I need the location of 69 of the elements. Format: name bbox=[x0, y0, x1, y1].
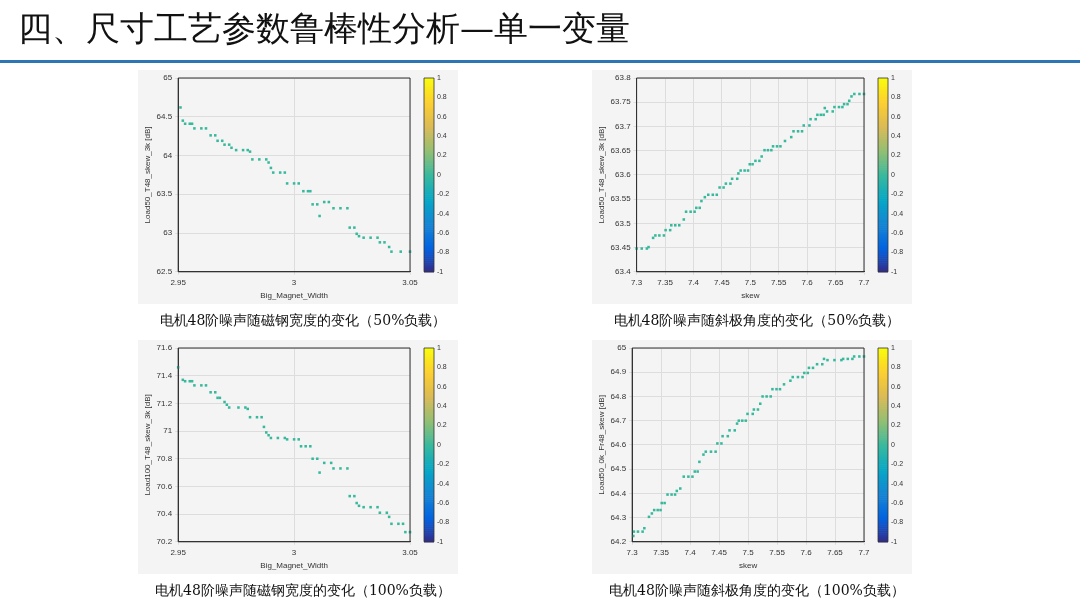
x-tick-label: 7.35 bbox=[657, 277, 674, 287]
x-tick-label: 7.6 bbox=[801, 277, 814, 287]
text: 电机48阶噪声随磁钢宽度的变化（50%负载） bbox=[158, 312, 448, 330]
x-tick-label: 2.95 bbox=[170, 277, 187, 287]
x-axis-title: Big_Magnet_Width bbox=[260, 291, 328, 301]
y-tick-label: 64.8 bbox=[610, 391, 627, 401]
y-axis-title: Load50_T48_skew_3k [dB] bbox=[597, 126, 606, 224]
y-tick-label: 63.55 bbox=[610, 194, 632, 204]
y-tick-label: 64.5 bbox=[610, 464, 627, 474]
x-axis-title: skew bbox=[738, 561, 758, 571]
y-tick-label: 63.4 bbox=[615, 267, 632, 276]
y-tick-label: 64 bbox=[163, 150, 173, 160]
x-tick-label: 7.6 bbox=[800, 547, 813, 557]
y-tick-label: 63.75 bbox=[610, 97, 632, 107]
y-tick-label: 65 bbox=[163, 73, 173, 83]
x-tick-label: 7.4 bbox=[687, 277, 700, 287]
y-tick-label: 64.9 bbox=[610, 367, 627, 377]
y-tick-label: 63.5 bbox=[615, 218, 632, 228]
x-tick-label: 7.5 bbox=[744, 277, 757, 287]
y-tick-label: 62.5 bbox=[156, 267, 173, 276]
x-tick-label: 7.45 bbox=[711, 547, 728, 557]
x-tick-label: 7.45 bbox=[714, 277, 731, 287]
y-tick-label: 63.7 bbox=[615, 121, 632, 131]
y-tick-label: 63.6 bbox=[615, 170, 632, 180]
text: 电机48阶噪声随磁钢宽度的变化（100%负载） bbox=[154, 582, 452, 600]
x-tick-label: 7.3 bbox=[626, 547, 639, 557]
x-tick-label: 7.55 bbox=[769, 547, 786, 557]
text: 四、尺寸工艺参数鲁棒性分析—单一变量 bbox=[18, 7, 630, 50]
y-tick-label: 63.65 bbox=[610, 145, 632, 155]
y-tick-label: 71.6 bbox=[156, 343, 173, 353]
x-tick-label: 7.4 bbox=[684, 547, 697, 557]
y-tick-label: 64.2 bbox=[610, 537, 627, 546]
y-tick-label: 71.2 bbox=[156, 398, 173, 408]
x-tick-label: 7.5 bbox=[742, 547, 755, 557]
text: 电机48阶噪声随斜极角度的变化（100%负载） bbox=[608, 582, 906, 600]
y-axis-title: Load50_T48_skew_3k [dB] bbox=[143, 126, 152, 224]
y-tick-label: 63.8 bbox=[615, 73, 632, 83]
x-tick-label: 7.35 bbox=[653, 547, 670, 557]
x-tick-label: 7.65 bbox=[827, 547, 844, 557]
x-tick-label: 7.7 bbox=[858, 547, 871, 557]
x-axis-title: skew bbox=[741, 291, 760, 301]
y-tick-label: 70.2 bbox=[156, 537, 173, 546]
x-tick-label: 3.05 bbox=[402, 277, 419, 287]
y-tick-label: 64.3 bbox=[610, 512, 627, 522]
y-tick-label: 63 bbox=[163, 228, 173, 238]
x-tick-label: 3 bbox=[291, 277, 297, 287]
y-tick-label: 71 bbox=[163, 426, 173, 436]
y-tick-label: 63.5 bbox=[156, 189, 173, 199]
y-tick-label: 70.4 bbox=[156, 509, 173, 519]
x-axis-title: Big_Magnet_Width bbox=[260, 561, 328, 571]
x-tick-label: 3.05 bbox=[402, 547, 419, 557]
y-tick-label: 64.6 bbox=[610, 440, 627, 450]
y-tick-label: 70.6 bbox=[156, 481, 173, 491]
y-axis-title: Load50_0k_Fr48_skew [dB] bbox=[597, 395, 606, 495]
y-tick-label: 65 bbox=[617, 343, 627, 353]
x-tick-label: 7.3 bbox=[631, 277, 643, 287]
y-tick-label: 63.45 bbox=[610, 242, 632, 252]
x-tick-label: 2.95 bbox=[170, 547, 187, 557]
y-tick-label: 64.5 bbox=[156, 111, 173, 121]
x-tick-label: 7.7 bbox=[858, 277, 871, 287]
y-tick-label: 70.8 bbox=[156, 453, 173, 463]
x-tick-label: 7.55 bbox=[770, 277, 788, 287]
x-tick-label: 7.65 bbox=[827, 277, 844, 287]
y-tick-label: 64.4 bbox=[610, 488, 627, 498]
y-tick-label: 71.4 bbox=[156, 370, 173, 380]
x-tick-label: 3 bbox=[291, 547, 297, 557]
y-axis-title: Load100_T48_skew_3k [dB] bbox=[143, 394, 152, 496]
y-tick-label: 64.7 bbox=[610, 415, 627, 425]
text: 电机48阶噪声随斜极角度的变化（50%负载） bbox=[612, 312, 902, 330]
